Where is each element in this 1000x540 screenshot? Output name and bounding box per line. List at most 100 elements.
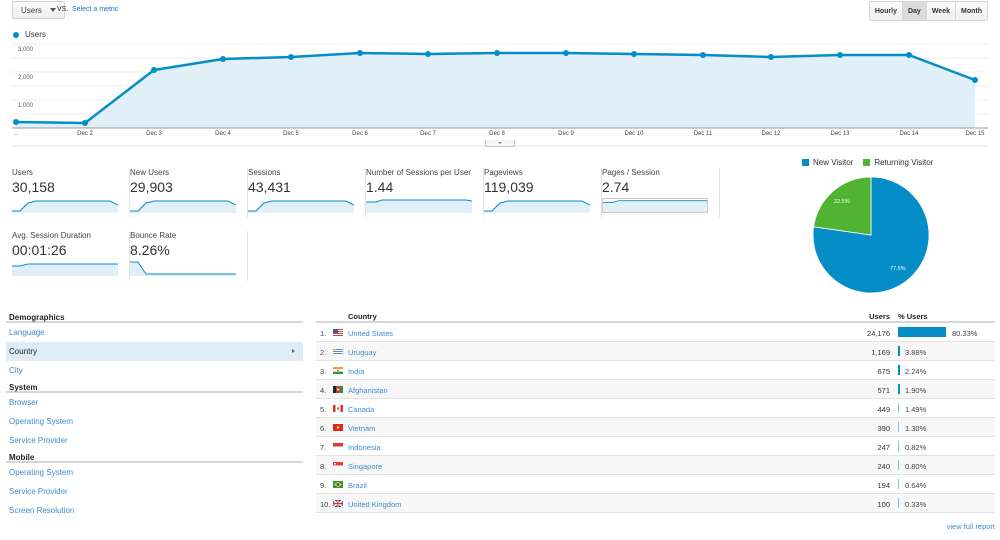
- x-axis-label: Dec 6: [352, 131, 368, 137]
- metric-value: 30,158: [12, 179, 55, 195]
- metric-tile-pageviews[interactable]: Pageviews 119,039: [484, 168, 602, 218]
- row-rank: 7.: [320, 443, 327, 452]
- table-row: 7. Indonesia 247 0.82%: [316, 437, 995, 456]
- view-full-report-link[interactable]: view full report: [946, 522, 995, 531]
- metric-tile-avg-session-duration[interactable]: Avg. Session Duration 00:01:26: [12, 231, 130, 281]
- pct-bar: [898, 460, 899, 470]
- swatch-icon: [802, 159, 809, 166]
- range-week-button[interactable]: Week: [925, 2, 955, 20]
- row-rank: 3.: [320, 367, 327, 376]
- pct-bar: [898, 441, 899, 451]
- row-pct: 0.64%: [905, 481, 927, 490]
- nav-item-mobile-operating-system[interactable]: Operating System: [9, 468, 74, 477]
- range-hourly-button[interactable]: Hourly: [869, 2, 902, 20]
- metric-tile-users[interactable]: Users 30,158: [12, 168, 130, 218]
- row-users: 100: [877, 500, 890, 509]
- row-rank: 9.: [320, 481, 327, 490]
- x-axis-label: Dec 4: [215, 131, 231, 137]
- metric-tile-pages-per-session[interactable]: Pages / Session 2.74: [602, 168, 720, 218]
- nav-item-operating-system[interactable]: Operating System: [9, 417, 74, 426]
- report-nav: Demographics Language Country City Syste…: [6, 310, 303, 520]
- nav-item-screen-resolution[interactable]: Screen Resolution: [9, 506, 75, 515]
- country-link[interactable]: United States: [348, 329, 394, 338]
- metric-value: 1.44: [366, 179, 394, 195]
- metric-label: Pages / Session: [602, 168, 660, 177]
- flag-vietnam-icon: [333, 424, 343, 431]
- metric-label: Pageviews: [484, 168, 523, 177]
- x-axis-label: Dec 9: [558, 131, 574, 137]
- metric-value: 43,431: [248, 179, 291, 195]
- country-link[interactable]: United Kingdom: [348, 500, 402, 509]
- nav-item-service-provider[interactable]: Service Provider: [9, 436, 68, 445]
- nav-item-city[interactable]: City: [9, 366, 23, 375]
- nav-item-country[interactable]: Country: [6, 342, 303, 361]
- nav-item-browser[interactable]: Browser: [9, 398, 39, 407]
- pct-bar: [898, 346, 900, 356]
- pct-bar: [898, 403, 899, 413]
- metric-tile-sessions[interactable]: Sessions 43,431: [248, 168, 366, 218]
- country-link[interactable]: Afghanistan: [348, 386, 388, 395]
- metric-select-dropdown[interactable]: Users: [12, 1, 65, 19]
- row-pct: 3.88%: [905, 348, 927, 357]
- legend-label: Returning Visitor: [874, 158, 934, 167]
- metric-tile-new-users[interactable]: New Users 29,903: [130, 168, 248, 218]
- country-link[interactable]: India: [348, 367, 365, 376]
- flag-us-icon: [333, 329, 343, 336]
- nav-section-mobile: Mobile: [6, 450, 303, 463]
- range-month-button[interactable]: Month: [955, 2, 987, 20]
- row-rank: 6.: [320, 424, 327, 433]
- x-axis-label: Dec 10: [624, 131, 644, 137]
- table-row: 1. United States 24,176 80.33%: [316, 323, 995, 342]
- metric-label: Number of Sessions per User: [366, 168, 471, 177]
- swatch-icon: [863, 159, 871, 166]
- nav-section-system: System: [6, 380, 303, 393]
- select-metric-link[interactable]: Select a metric: [72, 6, 119, 13]
- nav-item-label: Country: [9, 347, 38, 356]
- row-pct: 0.82%: [905, 443, 927, 452]
- pct-bar: [898, 384, 900, 394]
- x-axis-label: Dec 7: [420, 131, 436, 137]
- legend-label: New Visitor: [813, 158, 854, 167]
- nav-item-language[interactable]: Language: [9, 328, 45, 337]
- country-link[interactable]: Brazil: [348, 481, 367, 490]
- metric-value: 119,039: [484, 179, 534, 195]
- row-users: 1,169: [871, 348, 890, 357]
- pie-slice-returning-visitor: [813, 176, 872, 236]
- country-link[interactable]: Singapore: [348, 462, 383, 471]
- country-link[interactable]: Vietnam: [348, 424, 376, 433]
- pct-bar: [898, 422, 899, 432]
- chart-toolbar: Users VS. Select a metric Hourly Day Wee…: [0, 0, 1000, 22]
- sparkline: [484, 200, 590, 213]
- chart-collapse-handle[interactable]: [485, 140, 515, 147]
- table-row: 4. Afghanistan 571 1.90%: [316, 380, 995, 399]
- legend-item-returning-visitor[interactable]: Returning Visitor: [863, 158, 933, 167]
- metric-tile-sessions-per-user[interactable]: Number of Sessions per User 1.44: [366, 168, 484, 218]
- row-pct: 0.33%: [905, 500, 927, 509]
- country-link[interactable]: Uruguay: [348, 348, 377, 357]
- metric-value: 29,903: [130, 179, 173, 195]
- chevron-down-icon: [49, 8, 56, 12]
- nav-item-mobile-service-provider[interactable]: Service Provider: [9, 487, 68, 496]
- pct-bar: [898, 498, 899, 508]
- table-row: 9. Brazil 194 0.64%: [316, 475, 995, 494]
- metric-label: New Users: [130, 168, 170, 177]
- metric-tile-bounce-rate[interactable]: Bounce Rate 8.26%: [130, 231, 248, 281]
- chevron-right-icon: [292, 349, 295, 353]
- row-users: 24,176: [867, 329, 890, 338]
- users-line-chart[interactable]: [0, 0, 1000, 150]
- column-header-users: Users: [869, 312, 890, 321]
- row-users: 571: [877, 386, 890, 395]
- y-axis-label: 1,000: [18, 103, 34, 109]
- pct-bar: [898, 327, 946, 337]
- sparkline: [602, 198, 708, 213]
- legend-item-new-visitor[interactable]: New Visitor: [802, 158, 853, 167]
- visitor-pie-chart[interactable]: [812, 176, 930, 294]
- country-link[interactable]: Indonesia: [348, 443, 381, 452]
- row-users: 675: [877, 367, 890, 376]
- x-axis-label: Dec 8: [489, 131, 505, 137]
- data-points: [13, 50, 978, 126]
- range-day-button[interactable]: Day: [901, 2, 926, 20]
- pct-bar: [898, 479, 899, 489]
- metric-value: 8.26%: [130, 242, 170, 258]
- country-link[interactable]: Canada: [348, 405, 375, 414]
